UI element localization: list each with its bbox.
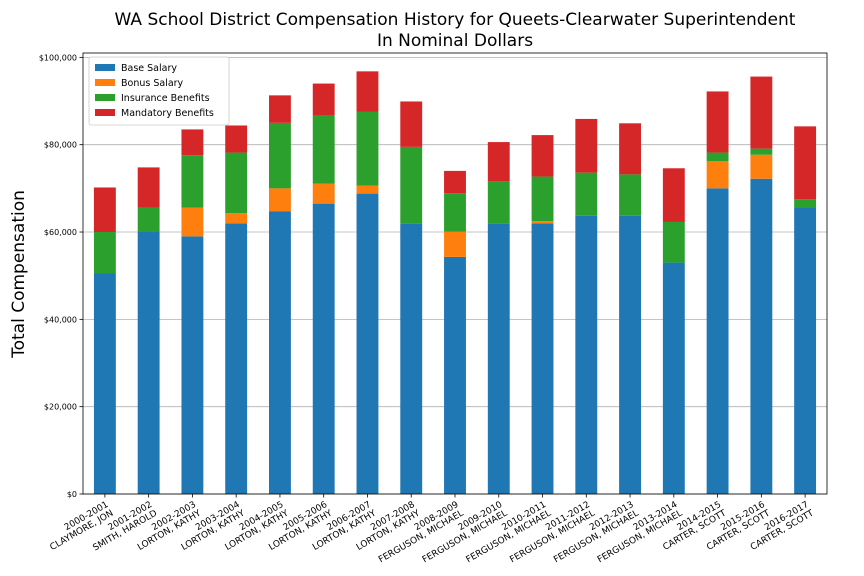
bar-mandatory-benefits [269,95,291,123]
y-tick-label: $0 [67,490,77,499]
bar-insurance-benefits [487,181,510,224]
bar-mandatory-benefits [356,71,379,112]
legend-label: Base Salary [121,63,177,74]
bar-bonus-salary [750,154,773,179]
y-tick-label: $60,000 [44,228,77,237]
legend-box [88,56,230,126]
bar-mandatory-benefits [444,170,466,194]
bar-insurance-benefits [181,155,204,208]
bar-insurance-benefits [356,111,379,186]
bar-mandatory-benefits [137,167,160,208]
bar-base-salary [269,211,291,494]
bar-bonus-salary [269,188,291,212]
bar-mandatory-benefits [619,123,641,175]
bar-base-salary [487,223,510,495]
y-tick-label: $40,000 [44,315,77,324]
bar-bonus-salary [706,161,729,189]
bar-insurance-benefits [137,207,160,233]
bar-mandatory-benefits [750,76,773,149]
bar-insurance-benefits [706,152,729,162]
bar-insurance-benefits [269,122,291,189]
bar-bonus-salary [225,213,248,224]
bar-mandatory-benefits [312,83,335,116]
bar-mandatory-benefits [181,129,204,156]
legend-swatch [95,109,115,116]
bar-insurance-benefits [575,172,598,216]
bar-insurance-benefits [531,176,554,222]
bar-bonus-salary [444,231,466,257]
bar-base-salary [225,223,248,495]
y-tick-label: $80,000 [44,141,77,150]
bar-base-salary [706,188,729,494]
bar-base-salary [93,273,116,494]
legend-swatch [95,79,115,86]
bar-base-salary [356,193,379,494]
legend-swatch [95,94,115,101]
bar-base-salary [794,208,817,494]
bar-base-salary [531,223,554,495]
bar-mandatory-benefits [487,142,510,182]
legend: Base Salary Bonus Salary Insurance Benefit… [88,56,230,126]
bar-base-salary [575,215,598,494]
bar-base-salary [619,215,641,494]
bar-bonus-salary [531,221,554,224]
bar-insurance-benefits [794,199,817,209]
bar-bonus-salary [356,185,379,194]
bar-mandatory-benefits [575,118,598,173]
chart-subtitle: In Nominal Dollars [377,31,533,51]
legend-label: Insurance Benefits [121,93,210,104]
bar-insurance-benefits [225,152,248,214]
bar-insurance-benefits [750,148,773,155]
bar-mandatory-benefits [706,91,729,153]
bar-mandatory-benefits [662,168,685,222]
bar-base-salary [312,203,335,494]
bar-mandatory-benefits [531,135,554,177]
legend-swatch [95,64,115,71]
y-tick-label: $100,000 [39,53,77,62]
plot-frame [82,52,828,495]
bar-insurance-benefits [400,146,423,224]
chart-title: WA School District Compensation History … [115,10,796,30]
bar-insurance-benefits [93,232,116,274]
bar-mandatory-benefits [225,125,248,153]
legend-label: Bonus Salary [121,78,184,89]
bar-insurance-benefits [444,193,466,232]
bar-base-salary [137,232,160,494]
bar-base-salary [181,236,204,494]
bar-insurance-benefits [312,115,335,184]
legend-label: Mandatory Benefits [121,108,214,119]
bar-bonus-salary [312,183,335,204]
y-tick-label: $20,000 [44,403,77,412]
bar-insurance-benefits [619,174,641,216]
bar-base-salary [662,262,685,494]
bar-base-salary [444,256,466,494]
y-axis-label: Total Compensation [9,190,29,359]
bars-layer [93,71,817,495]
bar-insurance-benefits [662,221,685,263]
bar-mandatory-benefits [400,101,423,147]
bar-mandatory-benefits [93,187,116,233]
bar-bonus-salary [181,207,204,237]
bar-base-salary [400,223,423,495]
bar-mandatory-benefits [794,126,817,200]
bar-base-salary [750,178,773,494]
